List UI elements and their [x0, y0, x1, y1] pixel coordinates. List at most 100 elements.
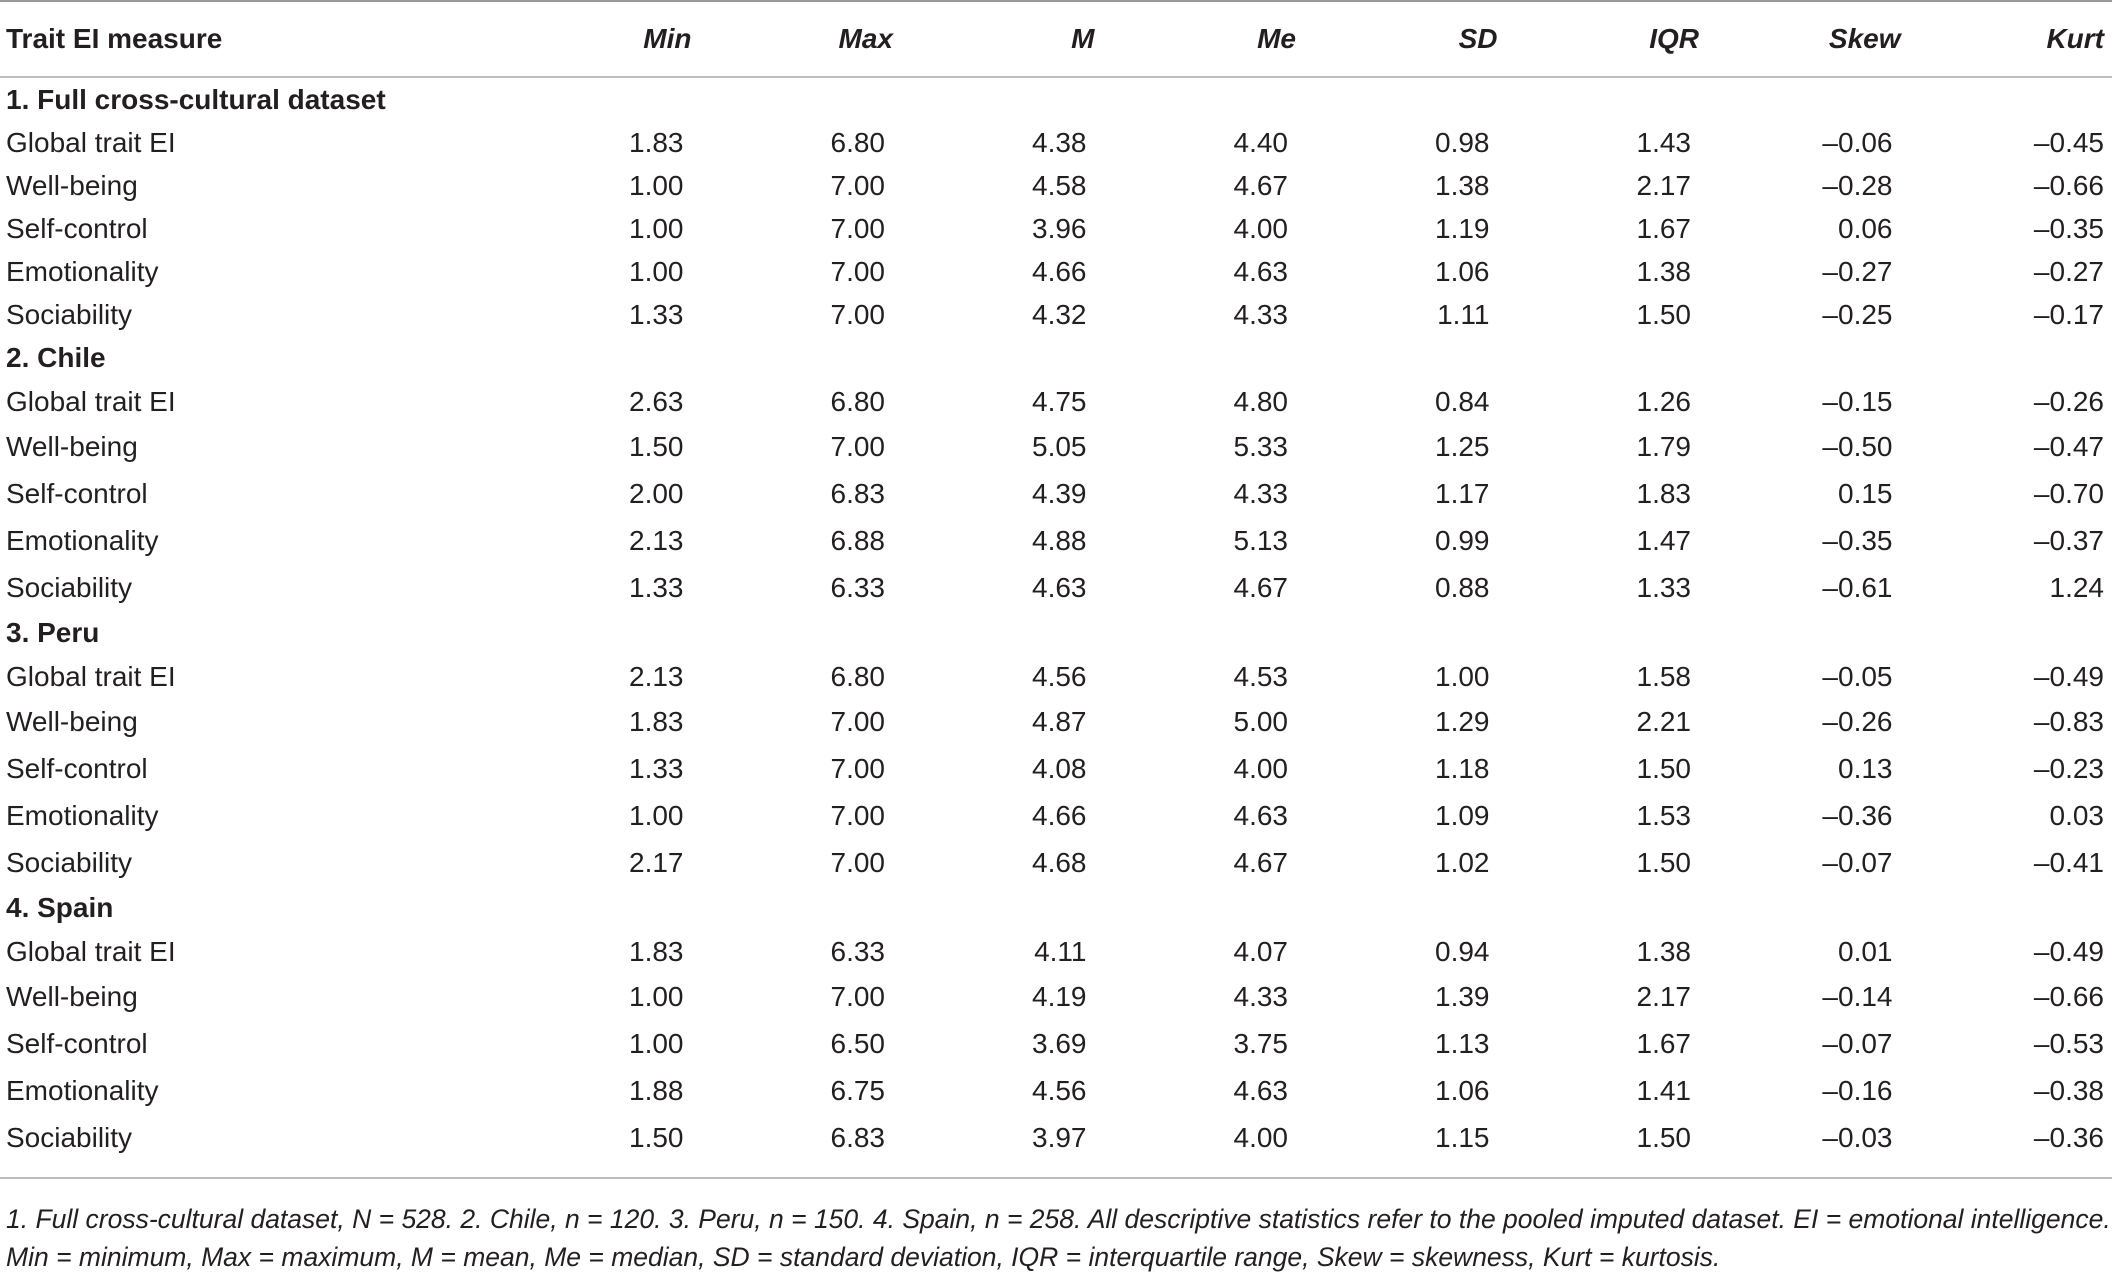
table-row: Well-being 1.00 7.00 4.58 4.67 1.38 2.17 –0.28 –… — [0, 164, 2112, 207]
table-cell: 6.83 — [830, 1121, 886, 1153]
column-header-sd: SD — [1306, 0, 1508, 78]
table-cell: –0.07 — [1822, 1027, 1893, 1059]
column-header-skew: Skew — [1709, 0, 1911, 78]
table-cell: –0.28 — [1822, 169, 1893, 201]
table-cell: –0.49 — [2033, 660, 2104, 692]
group-label: 3. Peru — [6, 617, 100, 648]
table-cell: 7.00 — [830, 255, 886, 287]
table-cell: –0.05 — [1822, 660, 1893, 692]
table-cell: 6.80 — [830, 385, 886, 417]
row-label: Emotionality — [6, 255, 159, 287]
table-cell: 6.80 — [830, 660, 886, 692]
row-label: Well-being — [6, 169, 138, 201]
table-cell: 3.69 — [1032, 1027, 1087, 1059]
table-cell: 0.98 — [1435, 126, 1490, 158]
table-cell: –0.45 — [2033, 126, 2104, 158]
table-bottom-rule-cell — [0, 1161, 2112, 1179]
group-header-row: 1. Full cross-cultural dataset — [0, 77, 2112, 121]
table-cell: 6.75 — [830, 1074, 886, 1106]
table-cell: 3.97 — [1032, 1121, 1087, 1153]
table-cell: –0.61 — [1822, 571, 1893, 603]
table-cell: 2.17 — [1636, 169, 1692, 201]
table-cell: 1.50 — [1636, 298, 1692, 330]
table-cell: 0.84 — [1435, 385, 1490, 417]
table-cell: 4.63 — [1233, 799, 1289, 831]
table-cell: 4.56 — [1032, 1074, 1087, 1106]
descriptive-statistics-table: Trait EI measure Min Max M Me SD IQR Ske… — [0, 0, 2112, 1179]
table-cell: 1.33 — [1636, 571, 1692, 603]
table-cell: 4.67 — [1233, 169, 1289, 201]
table-cell: 1.18 — [1435, 752, 1490, 784]
table-cell: 4.63 — [1233, 1074, 1289, 1106]
table-cell: 1.13 — [1435, 1027, 1490, 1059]
table-cell: 4.63 — [1032, 571, 1087, 603]
table-cell: 0.06 — [1838, 212, 1893, 244]
table-cell: 7.00 — [830, 169, 886, 201]
table-row: Well-being 1.50 7.00 5.05 5.33 1.25 1.79 –0.50 –… — [0, 423, 2112, 470]
table-cell: 4.39 — [1032, 477, 1087, 509]
row-label: Emotionality — [6, 799, 159, 831]
table-cell: –0.23 — [2033, 752, 2104, 784]
table-cell: 2.17 — [629, 846, 684, 878]
table-row: Global trait EI 2.13 6.80 4.56 4.53 1.00 1.58 –… — [0, 655, 2112, 698]
table-cell: 2.17 — [1636, 980, 1692, 1012]
row-label: Global trait EI — [6, 385, 176, 417]
table-cell: –0.27 — [1822, 255, 1893, 287]
table-cell: 0.15 — [1838, 477, 1893, 509]
table-cell: 4.40 — [1233, 126, 1289, 158]
column-header-measure: Trait EI measure — [0, 0, 500, 78]
table-cell: –0.26 — [1822, 705, 1893, 737]
table-cell: 1.33 — [629, 752, 684, 784]
table-row: Self-control 1.33 7.00 4.08 4.00 1.18 1.50 0.13… — [0, 745, 2112, 792]
table-cell: 0.13 — [1838, 752, 1893, 784]
table-cell: 0.01 — [1838, 935, 1893, 967]
table-cell: 4.88 — [1032, 524, 1087, 556]
table-cell: 1.06 — [1435, 255, 1490, 287]
table-cell: –0.50 — [1822, 430, 1893, 462]
column-header-mean: M — [903, 0, 1105, 78]
row-label: Self-control — [6, 1027, 148, 1059]
table-cell: 7.00 — [830, 846, 886, 878]
table-cell: 1.29 — [1435, 705, 1490, 737]
table-cell: 3.96 — [1032, 212, 1087, 244]
table-row: Sociability 1.33 7.00 4.32 4.33 1.11 1.50 –0.25… — [0, 293, 2112, 336]
table-cell: –0.03 — [1822, 1121, 1893, 1153]
table-cell: 1.43 — [1636, 126, 1692, 158]
table-cell: 4.33 — [1233, 980, 1289, 1012]
table-row: Sociability 2.17 7.00 4.68 4.67 1.02 1.50 –0.07… — [0, 839, 2112, 886]
table-cell: 7.00 — [830, 980, 886, 1012]
table-cell: 4.00 — [1233, 212, 1289, 244]
table-cell: 2.13 — [629, 524, 684, 556]
table-cell: –0.38 — [2033, 1074, 2104, 1106]
table-cell: 1.67 — [1636, 212, 1692, 244]
table-cell: 4.63 — [1233, 255, 1289, 287]
row-label: Sociability — [6, 1121, 133, 1153]
table-row: Emotionality 2.13 6.88 4.88 5.13 0.99 1.47 –0.3… — [0, 517, 2112, 564]
table-cell: 1.38 — [1636, 935, 1692, 967]
table-row: Emotionality 1.00 7.00 4.66 4.63 1.09 1.53 –0.3… — [0, 792, 2112, 839]
row-label: Global trait EI — [6, 935, 176, 967]
table-cell: 5.33 — [1233, 430, 1289, 462]
table-cell: 1.11 — [1437, 298, 1490, 330]
table-cell: –0.26 — [2033, 385, 2104, 417]
group-header-row: 3. Peru — [0, 611, 2112, 655]
table-cell: 1.67 — [1636, 1027, 1692, 1059]
table-cell: 1.47 — [1636, 524, 1692, 556]
table-cell: 1.50 — [629, 430, 684, 462]
table-cell: 4.11 — [1034, 935, 1087, 967]
table-cell: 7.00 — [830, 752, 886, 784]
table-cell: –0.53 — [2033, 1027, 2104, 1059]
row-label: Sociability — [6, 846, 133, 878]
table-cell: 5.13 — [1233, 524, 1289, 556]
group-label: 4. Spain — [6, 892, 114, 923]
table-cell: 6.33 — [830, 571, 886, 603]
table-cell: 1.17 — [1435, 477, 1490, 509]
table-cell: 1.41 — [1636, 1074, 1692, 1106]
table-row: Global trait EI 1.83 6.33 4.11 4.07 0.94 1.38 0… — [0, 930, 2112, 973]
table-cell: 6.33 — [830, 935, 886, 967]
table-row: Emotionality 1.88 6.75 4.56 4.63 1.06 1.41 –0.1… — [0, 1067, 2112, 1114]
table-cell: –0.25 — [1822, 298, 1893, 330]
table-row: Emotionality 1.00 7.00 4.66 4.63 1.06 1.38 –0.2… — [0, 250, 2112, 293]
table-cell: 1.26 — [1636, 385, 1692, 417]
